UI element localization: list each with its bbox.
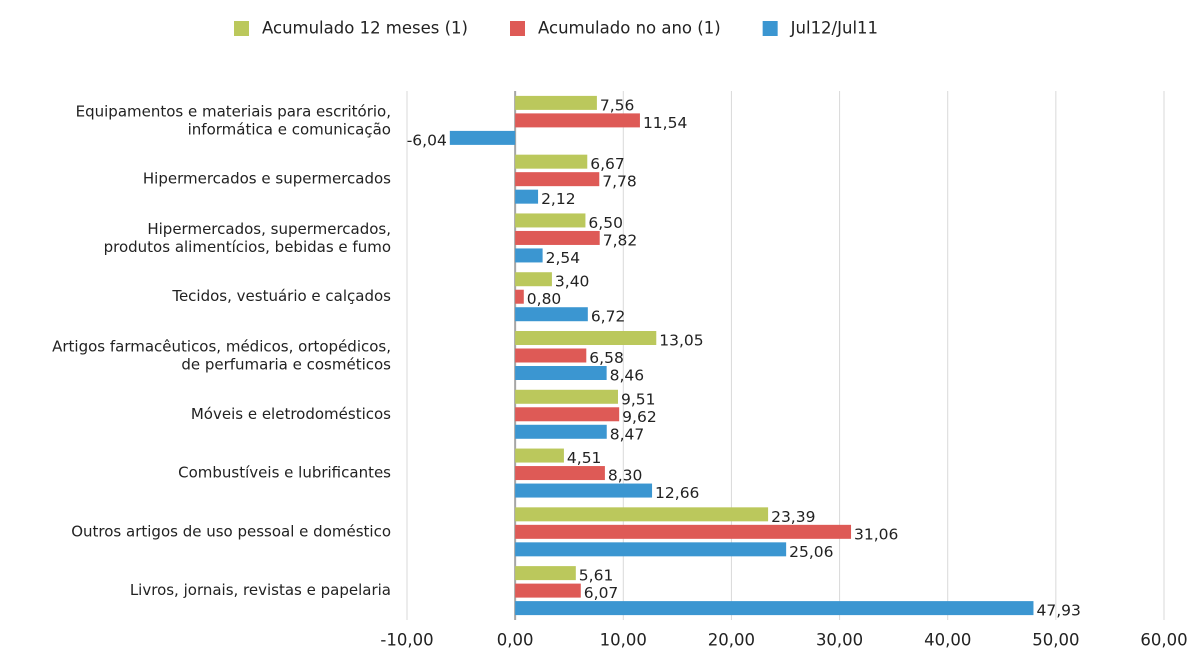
bar: [515, 307, 588, 322]
value-label: 3,40: [555, 273, 590, 291]
x-tick-label: 60,00: [1140, 631, 1187, 650]
value-label: 31,06: [854, 525, 898, 543]
value-label: 7,78: [602, 173, 637, 191]
bar: [515, 331, 657, 345]
value-label: 2,12: [541, 190, 576, 208]
y-tick-label: Hipermercados e supermercados: [143, 170, 391, 188]
value-label: 2,54: [546, 249, 581, 267]
value-label: 0,80: [527, 290, 562, 308]
bar: [515, 466, 605, 481]
value-label: -6,04: [407, 131, 447, 149]
legend-swatch: [510, 21, 525, 36]
bar: [515, 366, 607, 380]
bar: [515, 272, 552, 287]
x-tick-label: 50,00: [1032, 631, 1079, 650]
y-tick-label: Móveis e eletrodomésticos: [191, 405, 391, 423]
x-tick-label: 0,00: [497, 631, 534, 650]
bar: [515, 448, 564, 463]
bar: [515, 583, 581, 598]
bar: [515, 524, 852, 539]
value-label: 9,51: [621, 390, 656, 408]
x-tick-label: 10,00: [600, 631, 647, 650]
bar: [515, 230, 600, 245]
legend-label: Jul12/Jul11: [790, 19, 878, 38]
value-label: 6,67: [590, 155, 625, 173]
y-tick-label: Hipermercados, supermercados, produtos al…: [104, 219, 391, 255]
value-label: 4,51: [567, 449, 602, 467]
bar: [515, 154, 588, 169]
value-label: 6,50: [588, 214, 623, 232]
value-label: 6,72: [591, 308, 626, 326]
bar: [515, 113, 640, 128]
y-tick-label: Artigos farmacêuticos, médicos, ortopédi…: [52, 337, 391, 373]
x-tick-label: 30,00: [816, 631, 863, 650]
y-tick-label: Equipamentos e materiais para escritório…: [76, 102, 391, 138]
bar: [515, 483, 653, 498]
bar: [515, 566, 576, 581]
value-label: 8,46: [610, 367, 645, 385]
legend-swatch: [762, 21, 778, 36]
bar: [449, 130, 516, 145]
value-label: 23,39: [771, 508, 815, 526]
value-label: 6,58: [589, 349, 624, 367]
legend-label: Acumulado 12 meses (1): [262, 19, 468, 38]
value-label: 9,62: [622, 408, 657, 426]
bar: [515, 601, 1034, 616]
bar: [515, 424, 607, 439]
value-label: 12,66: [655, 484, 699, 502]
bar: [515, 507, 769, 522]
bar: [515, 348, 587, 363]
bar: [515, 389, 618, 404]
value-label: 25,06: [789, 543, 833, 561]
value-label: 5,61: [579, 567, 614, 585]
y-tick-label: Tecidos, vestuário e calçados: [171, 287, 391, 305]
x-tick-label: 40,00: [924, 631, 971, 650]
legend-swatch: [234, 21, 249, 36]
bar: [515, 189, 539, 204]
value-label: 7,82: [603, 231, 638, 249]
bar: [515, 213, 586, 228]
bar: [515, 172, 600, 187]
y-tick-label: Outros artigos de uso pessoal e doméstic…: [71, 522, 391, 540]
value-label: 8,30: [608, 467, 643, 485]
value-label: 11,54: [643, 114, 687, 132]
bar: [515, 95, 597, 110]
y-tick-label: Livros, jornais, revistas e papelaria: [130, 581, 391, 599]
y-tick-label: Combustíveis e lubrificantes: [178, 464, 391, 482]
value-label: 47,93: [1036, 602, 1080, 620]
value-label: 8,47: [610, 425, 645, 443]
bar: [515, 407, 620, 422]
x-tick-label: 20,00: [708, 631, 755, 650]
bar: [515, 248, 543, 263]
x-tick-label: -10,00: [380, 631, 433, 650]
value-label: 13,05: [659, 332, 703, 350]
bar: [515, 289, 524, 304]
legend-label: Acumulado no ano (1): [538, 19, 721, 38]
value-label: 6,07: [584, 584, 619, 602]
bar: [515, 542, 787, 557]
value-label: 7,56: [600, 96, 635, 114]
